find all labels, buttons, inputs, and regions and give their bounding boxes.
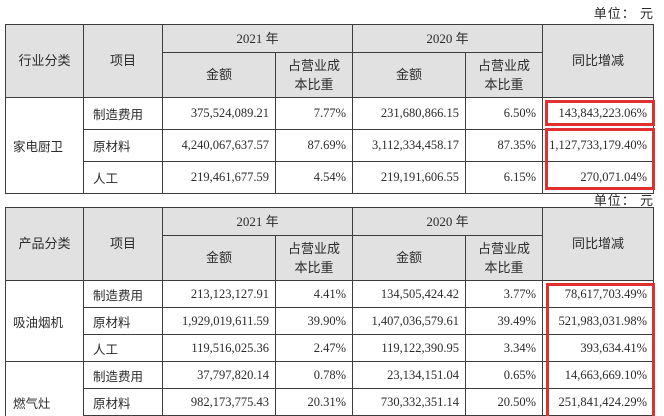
cell-item: 原材料 [83,307,163,335]
col-header-year-2021: 2021 年 [161,24,354,53]
table-header-row: 产品分类 项目 2021 年 2020 年 同比增减 [5,207,655,281]
col-header-product-category: 产品分类 [5,207,84,281]
cell-ratio-2020: 6.15% [465,161,544,194]
col-header-year-2020: 2020 年 [352,207,544,236]
cell-item: 原材料 [83,129,163,162]
cell-yoy: 1,127,733,179.40% [542,129,655,162]
cell-amount-2020: 219,191,606.55 [352,161,467,194]
cell-yoy: 143,843,223.06% [542,97,655,130]
cell-amount-2021: 375,524,089.21 [162,97,276,130]
cell-amount-2020: 23,134,151.04 [352,361,467,389]
cell-ratio-2021: 4.41% [274,280,354,308]
cell-amount-2020: 134,505,424.42 [352,280,467,308]
cell-yoy: 393,634.41% [542,334,655,362]
cell-amount-2021: 982,173,775.43 [162,388,276,416]
table-header-row: 行业分类 项目 2021 年 2020 年 同比增减 [5,24,655,98]
table-subheader-row: 金额 占营业成本比重 金额 占营业成本比重 [6,235,654,281]
cell-ratio-2021: 87.69% [274,129,354,162]
col-header-amount-2021: 金额 [162,52,276,98]
unit-label-top: 单位： 元 [593,6,654,21]
cell-item: 人工 [83,334,163,362]
col-header-industry-category: 行业分类 [5,24,84,98]
col-header-year-2021: 2021 年 [161,207,354,236]
cell-ratio-2020: 87.35% [465,129,544,162]
col-header-year-2020: 2020 年 [352,24,544,53]
cell-ratio-2020: 39.49% [465,307,544,335]
table-row: 原材料 1,929,019,611.59 39.90% 1,407,036,57… [6,307,655,335]
cell-yoy: 270,071.04% [542,161,655,194]
table-subheader-row: 金额 占营业成本比重 金额 占营业成本比重 [6,52,654,98]
cell-category: 燃气灶 [5,361,84,416]
cell-ratio-2021: 7.77% [274,97,354,130]
cell-item: 制造费用 [83,361,163,389]
cell-ratio-2020: 3.34% [465,334,544,362]
col-header-amount-2020: 金额 [352,52,467,98]
col-header-amount-2020: 金额 [352,235,467,281]
cell-item: 制造费用 [83,280,163,308]
table-row: 吸油烟机 制造费用 213,123,127.91 4.41% 134,505,4… [5,280,655,362]
cell-ratio-2020: 3.77% [465,280,544,308]
cell-ratio-2020: 0.65% [465,361,544,389]
col-header-ratio-2020: 占营业成本比重 [465,235,544,281]
col-header-ratio-2021: 占营业成本比重 [274,235,354,281]
col-header-item: 项目 [83,24,163,98]
cell-ratio-2020: 6.50% [465,97,544,130]
cell-amount-2020: 231,680,866.15 [352,97,467,130]
col-header-amount-2021: 金额 [162,235,276,281]
table-row: 人工 219,461,677.59 4.54% 219,191,606.55 6… [6,161,655,194]
cell-amount-2021: 119,516,025.36 [162,334,276,362]
cell-amount-2021: 1,929,019,611.59 [162,307,276,335]
cell-ratio-2021: 2.47% [274,334,354,362]
cell-amount-2020: 1,407,036,579.61 [352,307,467,335]
cell-amount-2020: 3,112,334,458.17 [352,129,467,162]
col-header-yoy: 同比增减 [542,24,655,98]
cell-item: 人工 [83,161,163,194]
cell-category: 吸油烟机 [5,280,84,362]
table-row: 人工 119,516,025.36 2.47% 119,122,390.95 3… [6,334,655,362]
table-row: 原材料 4,240,067,637.57 87.69% 3,112,334,45… [6,129,655,162]
cell-ratio-2021: 0.78% [274,361,354,389]
cell-ratio-2021: 4.54% [274,161,354,194]
col-header-yoy: 同比增减 [542,207,655,281]
cell-yoy: 78,617,703.49% [542,280,655,308]
cell-amount-2021: 4,240,067,637.57 [162,129,276,162]
cell-item: 制造费用 [83,97,163,130]
col-header-ratio-2020: 占营业成本比重 [465,52,544,98]
cell-item: 原材料 [83,388,163,416]
industry-cost-table: 行业分类 项目 2021 年 2020 年 同比增减 金额 占营业成本比重 金额… [5,24,655,194]
table-row: 家电厨卫 制造费用 375,524,089.21 7.77% 231,680,8… [5,97,655,194]
table-row: 原材料 982,173,775.43 20.31% 730,332,351.14… [6,388,655,416]
cell-amount-2020: 119,122,390.95 [352,334,467,362]
cell-yoy: 521,983,031.98% [542,307,655,335]
cell-yoy: 14,663,669.10% [542,361,655,389]
cell-amount-2020: 730,332,351.14 [352,388,467,416]
cell-amount-2021: 213,123,127.91 [162,280,276,308]
unit-label-middle: 单位： 元 [593,193,654,208]
cell-ratio-2021: 20.31% [274,388,354,416]
cell-ratio-2020: 20.50% [465,388,544,416]
table-row: 燃气灶 制造费用 37,797,820.14 0.78% 23,134,151.… [5,361,655,416]
product-cost-table: 产品分类 项目 2021 年 2020 年 同比增减 金额 占营业成本比重 金额… [5,207,655,416]
col-header-ratio-2021: 占营业成本比重 [274,52,354,98]
cell-amount-2021: 37,797,820.14 [162,361,276,389]
col-header-item: 项目 [83,207,163,281]
cell-yoy: 251,841,424.29% [542,388,655,416]
cell-amount-2021: 219,461,677.59 [162,161,276,194]
cell-ratio-2021: 39.90% [274,307,354,335]
cell-category: 家电厨卫 [5,97,84,194]
